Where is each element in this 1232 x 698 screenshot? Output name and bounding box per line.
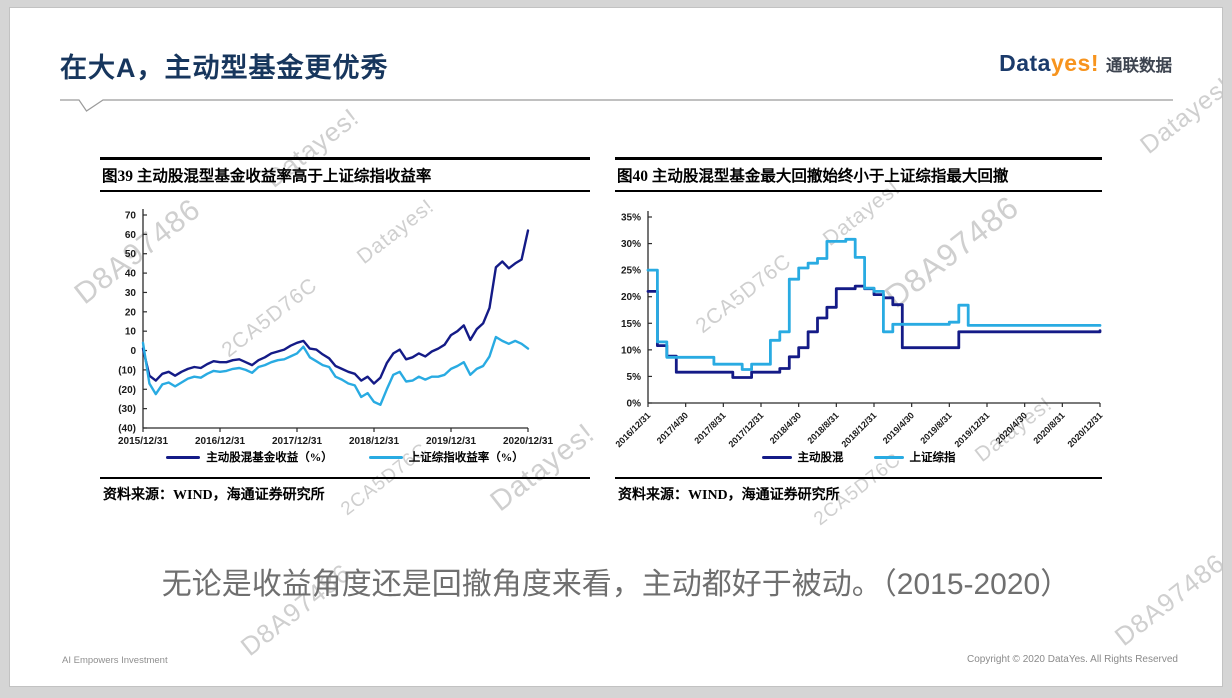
legend-label: 上证综指收益率（%） (408, 452, 524, 464)
legend-label: 主动股混 (797, 452, 844, 464)
footer-tagline: AI Empowers Investment (62, 655, 168, 666)
figure39-source-rule (100, 477, 590, 479)
x-tick-label: 2018/12/31 (839, 410, 878, 449)
figure-39: 图39 主动股混型基金收益率高于上证综指收益率 主动股混基金收益（%） 上证综指… (100, 157, 590, 509)
x-tick-label: 2018/4/30 (768, 410, 803, 445)
slide-title: 在大A，主动型基金更优秀 (60, 53, 389, 83)
footer-copyright: Copyright © 2020 DataYes. All Rights Res… (966, 654, 1178, 665)
active-fund-line-swatch (761, 455, 792, 459)
x-tick-label: 2018/8/31 (805, 410, 840, 445)
y-tick-label: 20% (621, 292, 641, 303)
legend-item-active-fund: 主动股混基金收益（%） (166, 449, 333, 465)
header-rule (60, 99, 1173, 112)
figure39-title: 图39 主动股混型基金收益率高于上证综指收益率 (102, 168, 432, 185)
y-tick-label: (10) (118, 365, 136, 376)
y-tick-label: 30% (621, 239, 641, 250)
figure40-title-rule (615, 190, 1102, 192)
x-tick-label: 2017/12/31 (272, 436, 322, 447)
y-tick-label: 50 (125, 249, 137, 260)
series-line-dark (141, 229, 530, 385)
figure39-chart: 70 60 50 40 30 20 10 0 (10) (20) (30) (40)2015/12/3… (118, 209, 553, 447)
x-tick-label: 2020/4/30 (994, 410, 1029, 445)
figure39-legend: 主动股混基金收益（%） 上证综指收益率（%） (100, 449, 590, 465)
logo-yes-text: yes! (1050, 50, 1099, 76)
y-tick-label: (20) (118, 385, 136, 396)
sse-index-line-swatch (873, 455, 904, 459)
x-tick-label: 2019/12/31 (426, 436, 476, 447)
figure40-source-rule (615, 477, 1102, 479)
sse-index-line-swatch (368, 455, 403, 459)
x-tick-label: 2019/4/30 (881, 410, 916, 445)
x-tick-label: 2020/12/31 (503, 436, 553, 447)
x-tick-label: 2016/12/31 (195, 436, 245, 447)
y-tick-label: 0% (627, 399, 642, 410)
y-tick-label: 40 (125, 269, 137, 280)
watermark-text: Datayes! (1135, 71, 1222, 160)
y-tick-label: 0 (130, 346, 136, 357)
y-tick-label: (30) (118, 404, 136, 415)
series-line-light (141, 335, 530, 407)
legend-label: 主动股混基金收益（%） (206, 452, 333, 464)
figure40-top-rule (615, 157, 1102, 160)
y-tick-label: 35% (621, 213, 641, 224)
y-tick-label: 30 (125, 288, 137, 299)
y-tick-label: 70 (125, 211, 137, 222)
y-tick-label: 10 (125, 327, 137, 338)
series-line-dark (646, 284, 1102, 379)
slide-page: Datayes! D8A97486 Datayes! 2CA5D76C Datayes!… (10, 8, 1222, 686)
y-tick-label: (40) (118, 424, 136, 435)
x-tick-label: 2020/12/31 (1065, 410, 1104, 449)
y-tick-label: 25% (621, 266, 641, 277)
x-tick-label: 2018/12/31 (349, 436, 399, 447)
logo-cn-text: 通联数据 (1106, 57, 1172, 75)
header-rule-line (60, 99, 1173, 112)
figure40-title: 图40 主动股混型基金最大回撤始终小于上证综指最大回撤 (617, 168, 1009, 185)
y-tick-label: 20 (125, 307, 137, 318)
figure39-source: 资料来源：WIND，海通证券研究所 (103, 488, 325, 503)
x-tick-label: 2019/8/31 (918, 410, 953, 445)
y-tick-label: 5% (627, 372, 642, 383)
y-tick-label: 10% (621, 345, 641, 356)
figure40-chart: 35% 30% 25% 20% 15% 10% 5% 0%2016/12/31 2017/4/3… (613, 211, 1104, 449)
logo-data-text: Data (999, 50, 1051, 76)
legend-item-sse-index: 上证综指收益率（%） (368, 449, 524, 465)
figure39-top-rule (100, 157, 590, 160)
x-tick-label: 2017/12/31 (726, 410, 765, 449)
figure-40: 图40 主动股混型基金最大回撤始终小于上证综指最大回撤 主动股混 上证综指 资料… (615, 157, 1102, 509)
x-tick-label: 2017/8/31 (692, 410, 727, 445)
x-tick-label: 2016/12/31 (613, 410, 652, 449)
datayes-logo: Data yes! 通联数据 (999, 50, 1172, 77)
x-tick-label: 2020/8/31 (1031, 410, 1066, 445)
legend-label: 上证综指 (909, 452, 956, 464)
figure39-title-rule (100, 190, 590, 192)
x-tick-label: 2019/12/31 (952, 410, 991, 449)
legend-item-active-fund: 主动股混 (761, 449, 844, 465)
legend-item-sse-index: 上证综指 (873, 449, 956, 465)
x-tick-label: 2015/12/31 (118, 436, 168, 447)
active-fund-line-swatch (166, 455, 201, 459)
conclusion-statement: 无论是收益角度还是回撤角度来看，主动都好于被动。（2015-2020） (161, 568, 1071, 601)
y-tick-label: 60 (125, 230, 137, 241)
figure40-source: 资料来源：WIND，海通证券研究所 (618, 488, 840, 503)
figure40-legend: 主动股混 上证综指 (615, 449, 1102, 465)
series-line-light (646, 237, 1102, 371)
x-tick-label: 2017/4/30 (655, 410, 690, 445)
y-tick-label: 15% (621, 319, 641, 330)
